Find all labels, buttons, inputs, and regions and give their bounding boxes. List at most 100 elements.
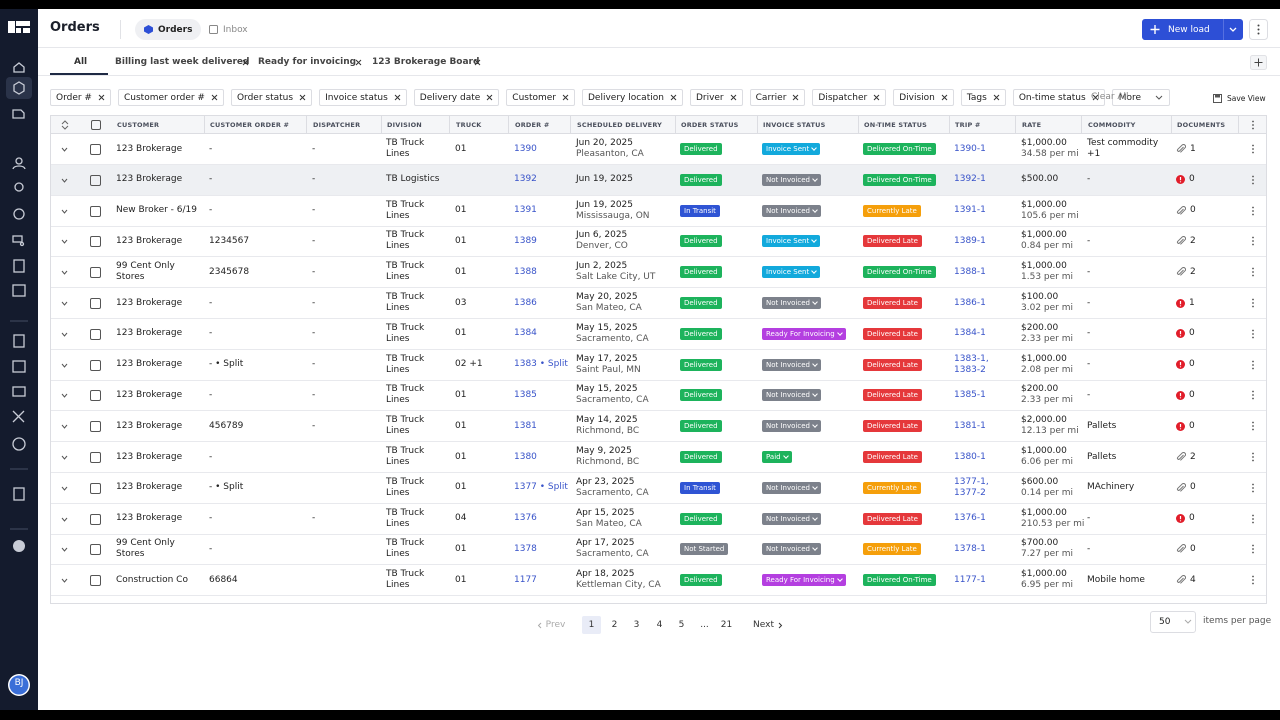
view-tab[interactable]: All bbox=[74, 57, 88, 67]
row-checkbox[interactable] bbox=[90, 390, 101, 402]
status-badge[interactable]: Not Invoiced bbox=[762, 481, 821, 494]
filter-chip[interactable]: Carrier bbox=[749, 89, 806, 106]
row-checkbox[interactable] bbox=[90, 236, 101, 248]
row-menu[interactable] bbox=[1251, 360, 1255, 373]
page-number[interactable]: 21 bbox=[720, 620, 733, 630]
remove-icon[interactable] bbox=[394, 94, 401, 101]
column-header[interactable]: INVOICE STATUS bbox=[763, 121, 826, 129]
filter-chip[interactable]: Driver bbox=[689, 89, 743, 106]
remove-icon[interactable] bbox=[355, 59, 362, 66]
page-number[interactable]: 1 bbox=[582, 616, 601, 634]
order[interactable]: 1392 bbox=[514, 174, 537, 185]
order[interactable]: 1385 bbox=[514, 389, 537, 400]
remove-icon[interactable] bbox=[792, 94, 799, 101]
column-header[interactable]: ORDER # bbox=[515, 121, 550, 129]
expand-toggle[interactable] bbox=[61, 485, 68, 495]
order[interactable]: 1384 bbox=[514, 328, 537, 339]
view-tab[interactable]: 123 Brokerage Board bbox=[372, 57, 480, 67]
table-row[interactable]: Construction Co 66864 TB Truck Lines 01 1177… bbox=[51, 565, 1266, 597]
filter-chip[interactable]: Invoice status bbox=[319, 89, 407, 106]
status-badge[interactable]: Invoice Sent bbox=[762, 266, 821, 279]
row-checkbox[interactable] bbox=[90, 544, 101, 556]
table-row[interactable]: 123 Brokerage - TB Truck Lines 01 1380 May 9,… bbox=[51, 442, 1266, 473]
remove-icon[interactable] bbox=[1092, 94, 1099, 101]
column-header[interactable]: CUSTOMER bbox=[117, 121, 160, 129]
row-menu[interactable] bbox=[1251, 206, 1255, 219]
row-menu[interactable] bbox=[1251, 514, 1255, 527]
column-header[interactable]: CUSTOMER ORDER # bbox=[210, 121, 290, 129]
row-checkbox[interactable] bbox=[90, 174, 101, 186]
remove-icon[interactable] bbox=[873, 94, 880, 101]
filter-chip[interactable]: Tags bbox=[960, 89, 1006, 106]
row-checkbox[interactable] bbox=[90, 298, 101, 309]
table-row[interactable]: New Broker - 6/19 - - TB Truck Lines 01 1391 J… bbox=[51, 196, 1266, 227]
close-view[interactable] bbox=[474, 59, 481, 69]
order[interactable]: 1177 bbox=[514, 574, 537, 585]
row-checkbox[interactable] bbox=[90, 144, 101, 155]
order[interactable]: 1378 bbox=[514, 543, 537, 554]
expand-toggle[interactable] bbox=[61, 546, 68, 556]
expand-toggle[interactable] bbox=[61, 392, 68, 402]
status-badge[interactable]: Not Invoiced bbox=[762, 512, 821, 525]
table-row[interactable]: 123 Brokerage - - TB Truck Lines 01 1390 Jun 2… bbox=[51, 134, 1266, 165]
expand-toggle[interactable] bbox=[61, 516, 68, 526]
remove-icon[interactable] bbox=[474, 59, 481, 66]
remove-icon[interactable] bbox=[211, 94, 218, 101]
row-checkbox[interactable] bbox=[90, 328, 101, 340]
documents[interactable]: 1 bbox=[1176, 298, 1232, 309]
order[interactable]: 1376 bbox=[514, 513, 537, 524]
row-checkbox[interactable] bbox=[90, 452, 101, 463]
expand-toggle[interactable] bbox=[61, 269, 68, 279]
view-tab[interactable]: Billing last week delivered bbox=[115, 57, 250, 67]
table-row[interactable]: 99 Cent Only Stores - TB Truck Lines 01 1378… bbox=[51, 534, 1266, 566]
page-number[interactable]: 5 bbox=[678, 620, 685, 630]
documents[interactable]: 0 bbox=[1176, 359, 1232, 370]
clear-all[interactable]: Clear All bbox=[1091, 92, 1129, 102]
expand-toggle[interactable] bbox=[61, 331, 68, 341]
avatar[interactable]: BJ bbox=[14, 678, 24, 688]
row-menu[interactable] bbox=[1251, 421, 1255, 434]
documents[interactable]: 4 bbox=[1176, 575, 1232, 586]
filter-chip[interactable]: Delivery date bbox=[413, 89, 500, 106]
column-header[interactable]: DISPATCHER bbox=[313, 121, 361, 129]
view-tab[interactable]: Ready for invoicing bbox=[258, 57, 357, 67]
trip[interactable]: 1177-1 bbox=[954, 574, 986, 585]
filter-chip[interactable]: Order status bbox=[230, 89, 313, 106]
trip[interactable]: 1378-1 bbox=[954, 543, 986, 554]
row-menu[interactable] bbox=[1251, 575, 1255, 588]
filter-chip[interactable]: Customer bbox=[506, 89, 575, 106]
remove-icon[interactable] bbox=[486, 94, 493, 101]
status-badge[interactable]: Invoice Sent bbox=[762, 143, 821, 155]
table-row[interactable]: 99 Cent Only Stores 2345678 - TB Truck Line… bbox=[51, 257, 1266, 289]
trip[interactable]: 1385-1 bbox=[954, 389, 986, 400]
trip[interactable]: 1390-1 bbox=[954, 143, 986, 154]
column-header[interactable]: ORDER STATUS bbox=[681, 121, 739, 129]
row-menu[interactable] bbox=[1251, 175, 1255, 188]
header-tab[interactable]: Inbox bbox=[200, 19, 257, 40]
table-row[interactable]: 123 Brokerage - - TB Truck Lines 03 1386 May 2… bbox=[51, 288, 1266, 319]
row-menu[interactable] bbox=[1251, 267, 1255, 280]
column-header[interactable]: COMMODITY bbox=[1088, 121, 1136, 129]
remove-icon[interactable] bbox=[941, 94, 948, 101]
trip[interactable]: 1391-1 bbox=[954, 205, 986, 216]
expand-toggle[interactable] bbox=[61, 577, 68, 587]
status-badge[interactable]: Not Invoiced bbox=[762, 204, 821, 217]
documents[interactable]: 0 bbox=[1176, 482, 1232, 493]
status-badge[interactable]: Ready For Invoicing bbox=[762, 574, 846, 587]
add-view[interactable] bbox=[1250, 55, 1267, 70]
row-checkbox[interactable] bbox=[90, 421, 101, 433]
button-caret[interactable] bbox=[1223, 19, 1243, 40]
close-view[interactable] bbox=[355, 59, 362, 69]
row-menu[interactable] bbox=[1251, 390, 1255, 403]
documents[interactable]: 0 bbox=[1176, 421, 1232, 432]
documents[interactable]: 1 bbox=[1176, 144, 1232, 155]
expand-toggle[interactable] bbox=[61, 454, 68, 464]
status-badge[interactable]: Ready For Invoicing bbox=[762, 327, 846, 340]
table-row[interactable]: 123 Brokerage - - TB Truck Lines 01 1385 May 1… bbox=[51, 380, 1266, 412]
row-checkbox[interactable] bbox=[90, 267, 101, 279]
remove-icon[interactable] bbox=[730, 94, 737, 101]
expand-toggle[interactable] bbox=[61, 362, 68, 372]
row-checkbox[interactable] bbox=[90, 513, 101, 525]
row-checkbox[interactable] bbox=[90, 482, 101, 494]
order[interactable]: 1377 • Split bbox=[514, 482, 568, 493]
